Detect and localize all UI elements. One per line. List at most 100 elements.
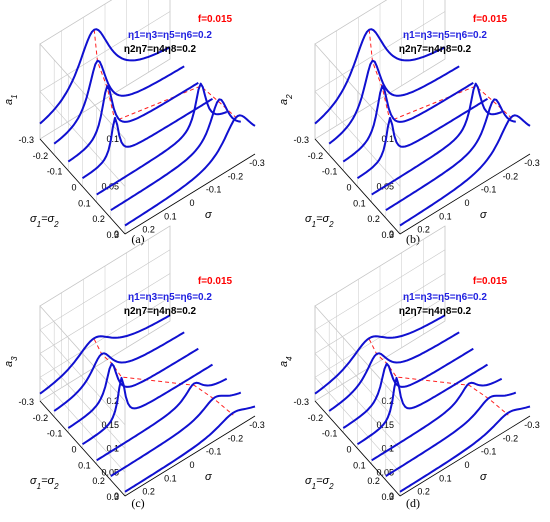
response-curve (328, 59, 460, 145)
z-axis-label-main: a (278, 361, 290, 367)
panel-caption: (a) (131, 232, 144, 246)
response-curve (371, 82, 503, 196)
z-axis-label: a2 (278, 94, 294, 105)
z-axis-label-sub: 2 (285, 94, 294, 100)
z-axis-label-sub: 1 (10, 94, 19, 98)
z-axis-label: a3 (3, 356, 19, 367)
x-tick-label: 0.1 (78, 198, 91, 208)
x-axis-label-part: 1 (312, 220, 316, 229)
y-tick-label: 0.2 (142, 487, 155, 497)
y-tick-label: -0.2 (228, 433, 244, 443)
x-axis-line (314, 138, 401, 235)
y-tick-label: -0.1 (206, 447, 222, 457)
x-tick-label: 0.1 (353, 460, 366, 470)
response-curve (81, 97, 214, 180)
z-tick-label: 0 (389, 491, 394, 501)
y-tick-label: 0.1 (439, 211, 452, 221)
x-axis-label-part: 1 (37, 482, 41, 491)
panel-caption: (c) (131, 496, 144, 510)
response-curve (67, 347, 199, 429)
x-axis-label-part: 2 (328, 220, 334, 229)
x-tick-label: -0.3 (293, 135, 309, 145)
x-tick-label: -0.2 (308, 413, 324, 423)
y-tick-label: 0.2 (417, 225, 430, 235)
panel-a: 00.050.1-0.3-0.2-0.100.10.20.3-0.3-0.2-0… (3, 0, 265, 246)
x-axis-label-part: σ (30, 213, 37, 225)
x-axis-label-part: =σ (316, 475, 329, 487)
x-axis-label: σ1=σ2 (305, 475, 334, 491)
y-tick-label: -0.2 (503, 171, 519, 181)
z-tick-label: 0.15 (376, 420, 394, 430)
z-tick-label: 0.2 (106, 396, 119, 406)
x-tick-label: 0.2 (92, 214, 105, 224)
annotation-f: f=0.015 (473, 276, 508, 287)
response-curve (110, 98, 241, 211)
x-axis-label-part: 1 (312, 482, 316, 491)
x-axis-label-part: 1 (37, 220, 41, 229)
x-tick-label: -0.2 (308, 151, 324, 161)
response-curve (39, 28, 171, 125)
z-axis-label-sub: 3 (10, 356, 19, 361)
annotation-eta-odd: η1=η3=η5=η6=0.2 (403, 292, 487, 303)
x-tick-label: 0 (346, 445, 351, 455)
response-curve (110, 391, 242, 477)
y-axis-label: σ (480, 209, 487, 221)
x-tick-label: 0.2 (367, 214, 380, 224)
z-axis-label: a4 (278, 356, 294, 367)
x-axis-label: σ1=σ2 (305, 213, 334, 229)
y-axis-label: σ (205, 209, 212, 221)
y-tick-label: -0.3 (249, 420, 265, 430)
y-tick-label: 0 (464, 460, 469, 470)
annotation-eta-odd: η1=η3=η5=η6=0.2 (403, 30, 487, 41)
z-axis-label-main: a (278, 99, 290, 105)
response-curve (39, 314, 171, 395)
z-tick-label: 0 (389, 229, 394, 239)
response-curve (356, 363, 489, 446)
response-curve (399, 405, 531, 493)
z-axis-label-sub: 4 (285, 356, 294, 361)
x-axis-label-part: =σ (41, 213, 54, 225)
panel-caption: (d) (406, 496, 420, 510)
response-curve (81, 363, 214, 446)
x-axis-label-part: 2 (53, 220, 59, 229)
response-curve (314, 28, 446, 125)
x-tick-label: -0.3 (18, 397, 34, 407)
response-curve (124, 114, 256, 227)
y-axis-line (124, 153, 256, 235)
y-tick-label: -0.3 (524, 420, 540, 430)
z-tick-label: 0 (114, 229, 119, 239)
x-tick-label: 0.1 (78, 460, 91, 470)
response-curve (96, 82, 228, 196)
x-tick-label: 0.2 (367, 476, 380, 486)
response-curve (385, 391, 517, 477)
x-tick-label: 0 (71, 445, 76, 455)
x-axis-label: σ1=σ2 (30, 213, 59, 229)
response-curve (53, 331, 185, 412)
y-tick-label: -0.2 (228, 171, 244, 181)
x-tick-label: -0.2 (33, 413, 49, 423)
y-tick-label: -0.3 (249, 158, 265, 168)
y-axis-line (399, 415, 531, 497)
annotation-eta-odd: η1=η3=η5=η6=0.2 (128, 292, 212, 303)
response-curve (328, 331, 460, 412)
x-tick-label: 0.3 (381, 230, 394, 240)
x-axis-label-part: 2 (328, 482, 334, 491)
response-curve (371, 377, 503, 462)
y-axis-label: σ (480, 471, 487, 483)
y-tick-label: 0.1 (164, 473, 177, 483)
y-tick-label: -0.1 (481, 185, 497, 195)
response-curve (96, 377, 228, 462)
annotation-f: f=0.015 (473, 14, 508, 25)
x-tick-label: 0.3 (106, 492, 119, 502)
response-curve (399, 114, 531, 227)
x-axis-label-part: σ (305, 475, 312, 487)
annotation-eta-odd: η1=η3=η5=η6=0.2 (128, 30, 212, 41)
z-tick-label: 0.1 (106, 444, 119, 454)
x-tick-label: 0 (346, 183, 351, 193)
y-tick-label: -0.2 (503, 433, 519, 443)
x-tick-label: -0.1 (322, 429, 338, 439)
x-tick-label: -0.2 (33, 151, 49, 161)
x-axis-label-part: =σ (316, 213, 329, 225)
